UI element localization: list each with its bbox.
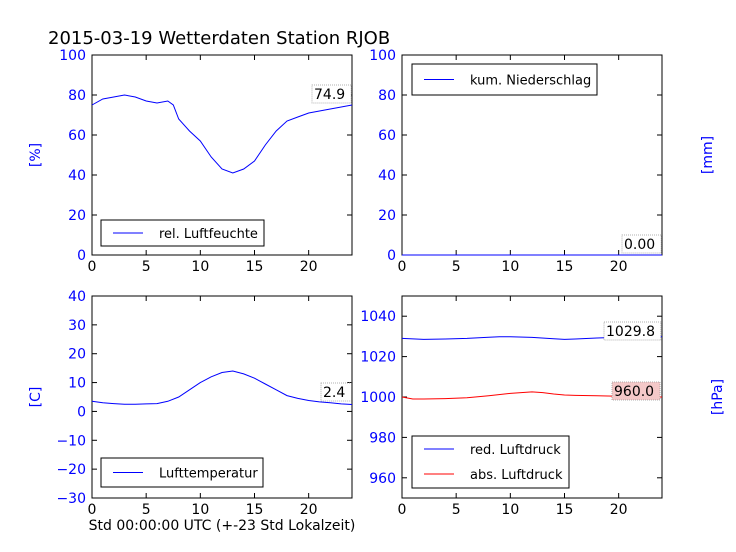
y-tick-label: −10 <box>56 433 86 449</box>
legend-label: Lufttemperatur <box>159 467 258 482</box>
y-tick-label: −30 <box>56 491 86 507</box>
x-tick-label: 10 <box>191 259 209 275</box>
x-tick-label: 15 <box>556 259 574 275</box>
x-tick-label: 0 <box>398 259 407 275</box>
y-tick-label: 1020 <box>360 350 396 366</box>
y-tick-label: 20 <box>378 208 396 224</box>
x-tick-label: 15 <box>246 502 264 518</box>
chart-title: 2015-03-19 Wetterdaten Station RJOB <box>48 28 390 49</box>
y-tick-label: 20 <box>68 208 86 224</box>
x-tick-label: 10 <box>501 502 519 518</box>
x-tick-label: 5 <box>142 502 151 518</box>
x-tick-label: 10 <box>501 259 519 275</box>
y-tick-label: 0 <box>77 404 86 420</box>
y-tick-label: 80 <box>68 88 86 104</box>
legend-label: rel. Luftfeuchte <box>159 227 258 242</box>
y-tick-label: 960 <box>369 471 396 487</box>
y-tick-label: 20 <box>68 347 86 363</box>
value-annotation: 74.9 <box>314 87 345 103</box>
x-tick-label: 15 <box>246 259 264 275</box>
series-line-1 <box>91 370 353 405</box>
y-tick-label: 80 <box>378 88 396 104</box>
series-line-2 <box>401 391 663 400</box>
value-annotation: 0.00 <box>624 237 655 253</box>
y-axis-label: [mm] <box>700 136 716 174</box>
x-tick-label: 0 <box>398 502 407 518</box>
x-tick-label: 20 <box>610 502 628 518</box>
value-annotation-box <box>621 234 662 254</box>
y-axis-label: [hPa] <box>710 379 726 415</box>
x-tick-label: 20 <box>300 502 318 518</box>
value-annotation: 1029.8 <box>606 324 655 340</box>
y-tick-label: 1000 <box>360 390 396 406</box>
plot-frame <box>91 54 353 256</box>
y-tick-label: 100 <box>59 48 86 64</box>
legend-label: abs. Luftdruck <box>470 468 563 483</box>
legend-label: kum. Niederschlag <box>470 74 591 89</box>
x-tick-label: 0 <box>88 502 97 518</box>
panel-bottom-left: 0 5 10 15 20 −30 −20 −10 0 10 20 30 40 [C] Lufttempera… <box>28 289 353 518</box>
plot-frame <box>91 295 353 499</box>
x-tick-label: 5 <box>452 502 461 518</box>
y-tick-label: 1040 <box>360 309 396 325</box>
y-tick-label: 40 <box>378 168 396 184</box>
value-annotation-box <box>320 382 352 402</box>
y-tick-label: 60 <box>378 128 396 144</box>
value-annotation: 2.4 <box>323 385 345 401</box>
panel-top-left: 0 5 10 15 20 0 20 40 60 80 100 [%] rel. Luftfeuchte 7… <box>28 48 353 275</box>
value-annotation: 960.0 <box>614 384 654 400</box>
y-tick-label: 0 <box>77 248 86 264</box>
y-tick-label: 40 <box>68 168 86 184</box>
x-tick-label: 0 <box>88 259 97 275</box>
legend-box <box>411 435 570 489</box>
value-annotation-box <box>603 321 662 341</box>
y-axis-label: [C] <box>28 387 44 408</box>
footer-xlabel: Std 00:00:00 UTC (+-23 Std Lokalzeit) <box>89 518 356 534</box>
value-annotation-box <box>611 381 661 401</box>
x-tick-label: 20 <box>300 259 318 275</box>
x-tick-label: 20 <box>610 259 628 275</box>
value-annotation-box <box>311 84 352 104</box>
y-tick-label: 40 <box>68 289 86 305</box>
y-tick-label: 980 <box>369 430 396 446</box>
y-tick-label: −20 <box>56 462 86 478</box>
legend-label: red. Luftdruck <box>470 443 561 458</box>
x-tick-label: 5 <box>142 259 151 275</box>
y-tick-label: 10 <box>68 376 86 392</box>
y-tick-label: 100 <box>369 48 396 64</box>
y-tick-label: 30 <box>68 318 86 334</box>
panel-top-right: 0 5 10 15 20 0 20 40 60 80 100 [mm] kum. Niederschla… <box>369 48 716 275</box>
y-tick-label: 0 <box>387 248 396 264</box>
series-line-1 <box>91 94 353 174</box>
x-tick-label: 10 <box>191 502 209 518</box>
x-tick-label: 5 <box>452 259 461 275</box>
x-tick-label: 15 <box>556 502 574 518</box>
y-tick-label: 60 <box>68 128 86 144</box>
y-axis-label: [%] <box>28 143 44 167</box>
panel-bottom-right: 0 5 10 15 20 960 980 1000 1020 1040 [hPa] red. Luft… <box>360 295 726 518</box>
